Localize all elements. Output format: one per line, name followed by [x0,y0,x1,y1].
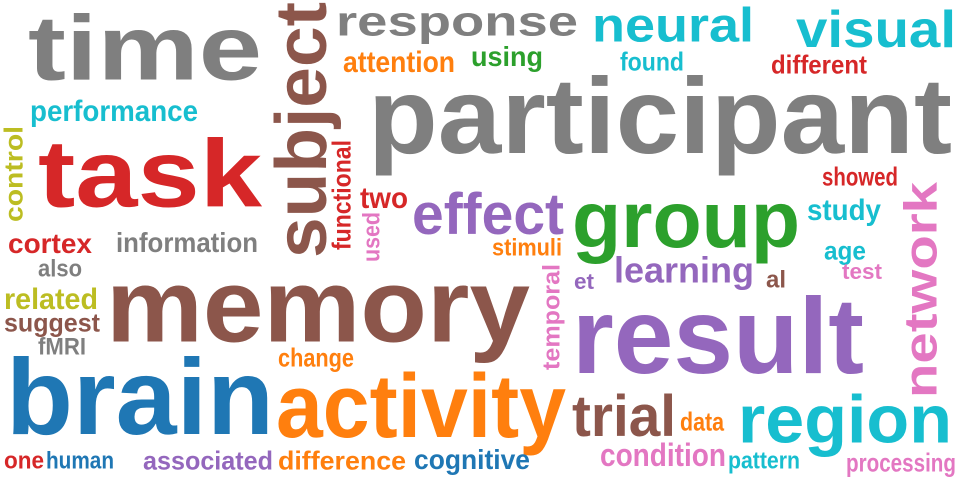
cloud-word-temporal: temporal [538,264,566,370]
cloud-word-different: different [771,51,867,80]
cloud-word-visual: visual [796,0,956,59]
cloud-word-information: information [116,227,258,259]
cloud-word-using: using [471,41,543,73]
cloud-word-effect: effect [412,181,564,247]
cloud-word-network: network [894,181,947,398]
cloud-word-associated: associated [143,447,273,476]
cloud-word-response: response [336,0,578,45]
cloud-word-activity: activity [276,356,566,457]
cloud-word-neural: neural [592,0,754,52]
cloud-word-al: al [766,266,786,294]
cloud-word-memory: memory [106,247,530,364]
cloud-word-task: task [38,119,262,227]
cloud-word-subject: subject [261,1,342,258]
cloud-word-condition: condition [600,437,726,474]
cloud-word-also: also [38,255,82,283]
cloud-word-region: region [738,381,952,458]
cloud-word-performance: performance [30,95,198,129]
cloud-word-cognitive: cognitive [414,444,530,476]
cloud-word-found: found [620,48,684,77]
cloud-word-processing: processing [846,449,956,478]
cloud-word-group: group [572,174,800,264]
cloud-word-stimuli: stimuli [492,234,562,262]
cloud-word-et: et [574,270,594,295]
cloud-word-learning: learning [614,249,754,291]
cloud-word-brain: brain [6,335,274,458]
cloud-word-attention: attention [343,46,455,80]
cloud-word-change: change [278,344,354,373]
cloud-word-test: test [842,260,882,285]
cloud-word-showed: showed [822,163,898,192]
cloud-word-cortex: cortex [8,228,92,260]
cloud-word-functional: functional [328,140,357,250]
cloud-word-suggest: suggest [4,309,100,338]
cloud-word-fmri: fMRI [38,333,86,361]
cloud-word-two: two [360,182,408,216]
cloud-word-time: time [28,0,262,100]
cloud-word-one: one [4,447,44,475]
cloud-word-study: study [807,194,881,228]
cloud-word-trial: trial [572,383,676,449]
cloud-word-human: human [46,447,114,475]
cloud-word-age: age [824,237,866,266]
cloud-word-pattern: pattern [728,447,800,475]
cloud-word-data: data [680,408,724,437]
cloud-word-control: control [0,126,29,222]
cloud-word-difference: difference [278,447,406,476]
cloud-word-result: result [572,274,864,397]
cloud-word-participant: participant [368,54,952,177]
cloud-word-related: related [4,283,98,317]
